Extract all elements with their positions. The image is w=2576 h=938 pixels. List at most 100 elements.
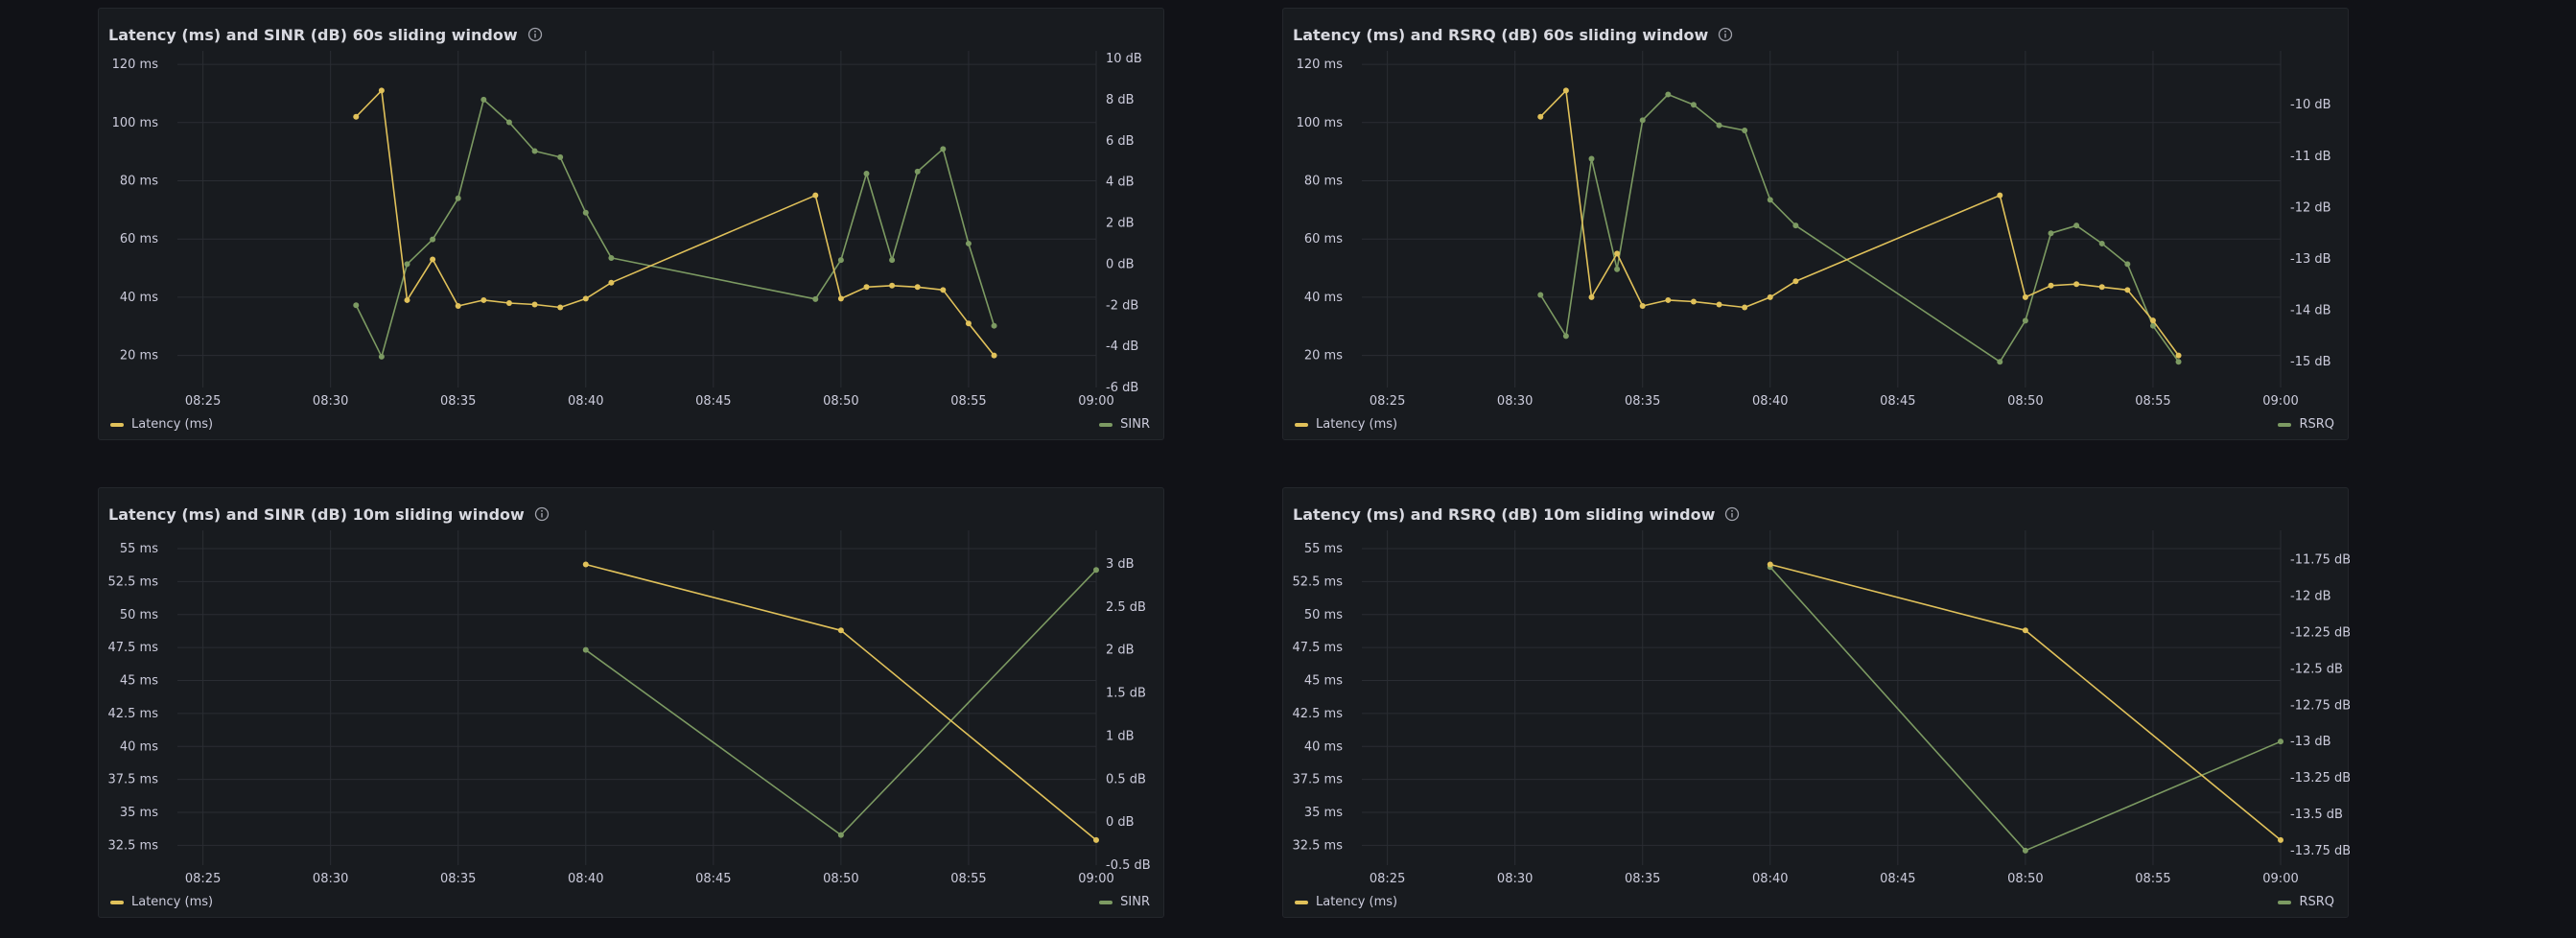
- data-point-latency: [1588, 293, 1595, 300]
- y-left-tick-label: 35 ms: [120, 806, 158, 820]
- x-tick-label: 08:45: [695, 394, 731, 409]
- x-tick-label: 09:00: [2262, 394, 2298, 409]
- y-right-tick-label: -2 dB: [1106, 298, 1138, 313]
- y-right-tick-label: -14 dB: [2290, 304, 2331, 318]
- data-point-secondary: [1792, 223, 1799, 229]
- legend-secondary[interactable]: SINR: [1099, 417, 1150, 432]
- legend-secondary[interactable]: RSRQ: [2278, 895, 2334, 909]
- data-point-latency: [991, 352, 997, 359]
- panel-title: Latency (ms) and SINR (dB) 10m sliding w…: [108, 504, 525, 524]
- data-point-secondary: [582, 209, 589, 216]
- y-right-tick-label: 0.5 dB: [1106, 772, 1146, 786]
- y-right-tick-label: -13 dB: [2290, 735, 2331, 749]
- data-point-secondary: [2124, 261, 2131, 268]
- data-point-latency: [940, 287, 947, 293]
- x-tick-label: 09:00: [1078, 394, 1113, 409]
- legend-latency[interactable]: Latency (ms): [110, 417, 213, 432]
- y-left-tick-label: 40 ms: [1304, 739, 1343, 754]
- x-tick-label: 08:55: [2135, 394, 2170, 409]
- y-right-tick-label: 4 dB: [1106, 176, 1135, 190]
- x-tick-label: 08:35: [440, 872, 476, 886]
- data-point-secondary: [2098, 240, 2105, 246]
- data-point-secondary: [1665, 91, 1672, 98]
- y-left-tick-label: 20 ms: [120, 349, 158, 363]
- data-point-secondary: [2149, 322, 2156, 329]
- data-point-latency: [889, 282, 896, 289]
- data-point-secondary: [1742, 128, 1748, 134]
- data-point-latency: [582, 295, 589, 302]
- data-point-secondary: [430, 236, 436, 243]
- x-tick-label: 08:25: [1370, 872, 1405, 886]
- data-point-latency: [2278, 836, 2283, 843]
- legend-swatch-secondary: [1099, 900, 1113, 904]
- data-point-latency: [1792, 278, 1799, 285]
- y-right-tick-label: -13.75 dB: [2290, 844, 2350, 858]
- x-tick-label: 08:30: [1497, 394, 1533, 409]
- data-point-secondary: [889, 257, 896, 264]
- y-left-tick-label: 50 ms: [120, 608, 158, 622]
- y-right-tick-label: 3 dB: [1106, 557, 1135, 572]
- legend-latency[interactable]: Latency (ms): [110, 895, 213, 909]
- data-point-latency: [582, 561, 589, 568]
- y-right-tick-label: 1.5 dB: [1106, 687, 1146, 701]
- info-circle-icon[interactable]: [527, 27, 543, 42]
- data-point-latency: [837, 295, 844, 302]
- legend-latency[interactable]: Latency (ms): [1295, 417, 1397, 432]
- y-right-tick-label: 2 dB: [1106, 217, 1135, 231]
- y-right-tick-label: 2 dB: [1106, 644, 1135, 658]
- data-point-latency: [353, 113, 360, 120]
- y-right-tick-label: -12 dB: [2290, 200, 2331, 215]
- chart-plot: 08:25 08:30 08:35 08:40 08:45 08:50 08:55 09:00…: [107, 530, 1151, 886]
- y-left-tick-label: 47.5 ms: [1292, 641, 1343, 655]
- y-right-tick-label: -13 dB: [2290, 252, 2331, 267]
- data-point-latency: [2073, 281, 2080, 288]
- x-tick-label: 08:40: [1752, 394, 1788, 409]
- chart-plot: 08:25 08:30 08:35 08:40 08:45 08:50 08:55 09:00…: [1297, 51, 2331, 409]
- data-point-secondary: [1562, 333, 1569, 340]
- legend-latency[interactable]: Latency (ms): [1295, 895, 1397, 909]
- y-left-tick-label: 52.5 ms: [107, 575, 158, 589]
- panel-latency-sinr-10m: Latency (ms) and SINR (dB) 10m sliding w…: [98, 487, 1164, 918]
- data-point-latency: [1767, 561, 1773, 568]
- x-tick-label: 08:30: [1497, 872, 1533, 886]
- data-point-secondary: [480, 96, 487, 103]
- data-point-secondary: [455, 195, 461, 201]
- data-point-latency: [404, 296, 410, 303]
- info-circle-icon[interactable]: [1724, 506, 1740, 522]
- x-tick-label: 08:45: [1880, 394, 1915, 409]
- x-tick-label: 08:55: [950, 872, 986, 886]
- data-point-secondary: [2048, 230, 2054, 237]
- panel-header: Latency (ms) and RSRQ (dB) 10m sliding w…: [1293, 496, 1740, 532]
- info-circle-icon[interactable]: [534, 506, 550, 522]
- chart-plot: 08:25 08:30 08:35 08:40 08:45 08:50 08:55 09:00…: [1292, 530, 2350, 886]
- legend-secondary[interactable]: RSRQ: [2278, 417, 2334, 432]
- data-point-secondary: [2278, 739, 2283, 745]
- legend-secondary[interactable]: SINR: [1099, 895, 1150, 909]
- y-right-tick-label: -10 dB: [2290, 98, 2331, 112]
- y-left-tick-label: 42.5 ms: [107, 707, 158, 721]
- data-point-secondary: [378, 353, 385, 360]
- data-point-secondary: [582, 646, 589, 653]
- x-tick-label: 08:30: [313, 872, 348, 886]
- series-line-latency: [355, 89, 995, 357]
- info-circle-icon[interactable]: [1718, 27, 1733, 42]
- y-right-tick-label: -15 dB: [2290, 355, 2331, 369]
- data-point-latency: [430, 256, 436, 263]
- x-tick-label: 08:40: [1752, 872, 1788, 886]
- data-point-secondary: [837, 257, 844, 264]
- x-tick-label: 08:45: [1880, 872, 1915, 886]
- panel-header: Latency (ms) and RSRQ (dB) 60s sliding w…: [1293, 16, 1733, 53]
- y-right-tick-label: -13.25 dB: [2290, 771, 2350, 786]
- legend-swatch-latency: [1295, 900, 1308, 904]
- y-left-tick-label: 47.5 ms: [107, 641, 158, 655]
- legend-swatch-latency: [110, 422, 124, 427]
- data-point-latency: [557, 304, 564, 311]
- data-point-secondary: [1997, 359, 2003, 365]
- y-left-tick-label: 37.5 ms: [1292, 773, 1343, 787]
- data-point-secondary: [914, 168, 921, 175]
- y-left-tick-label: 120 ms: [112, 58, 159, 72]
- x-tick-label: 08:40: [568, 872, 603, 886]
- x-tick-label: 08:35: [1625, 394, 1660, 409]
- data-point-latency: [2175, 352, 2182, 359]
- data-point-secondary: [991, 322, 997, 329]
